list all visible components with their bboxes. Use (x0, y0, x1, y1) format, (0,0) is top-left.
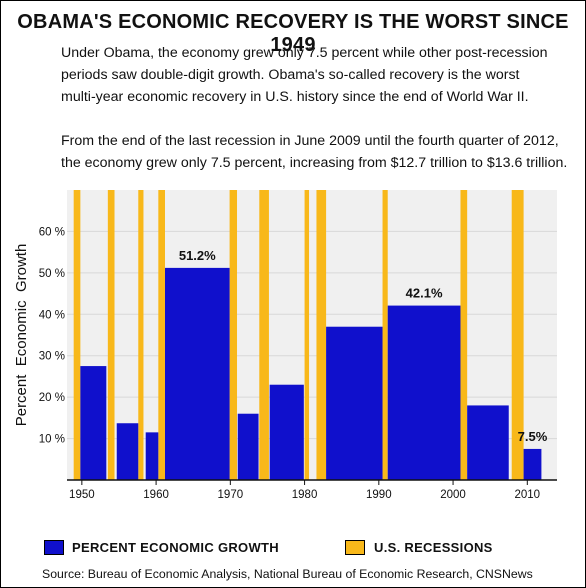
growth-bar (269, 384, 304, 480)
x-tick-label: 2000 (440, 489, 466, 501)
bar-value-label: 51.2% (179, 248, 216, 263)
growth-bar (116, 423, 139, 480)
legend-swatch-recession (345, 540, 365, 555)
x-tick-label: 1960 (143, 489, 169, 501)
growth-bar (80, 366, 107, 480)
bar-value-label: 42.1% (406, 286, 443, 301)
recession-band (304, 190, 310, 480)
source-note: Source: Bureau of Economic Analysis, Nat… (42, 567, 533, 581)
growth-bar (165, 267, 230, 480)
intro-line: multi-year economic recovery in U.S. his… (61, 89, 529, 105)
growth-bar (237, 413, 259, 480)
growth-bar (145, 432, 159, 480)
recession-band (229, 190, 238, 480)
detail-line: From the end of the last recession in Ju… (61, 133, 559, 149)
growth-bar (387, 305, 461, 480)
intro-line: Under Obama, the economy grew only 7.5 p… (61, 45, 548, 61)
recession-band (73, 190, 81, 480)
y-tick-label: 50 % (39, 268, 65, 280)
legend-label-growth: PERCENT ECONOMIC GROWTH (72, 540, 279, 555)
y-tick-label: 20 % (39, 392, 65, 404)
x-tick-label: 1950 (69, 489, 95, 501)
recession-band (259, 190, 269, 480)
chart-title: OBAMA'S ECONOMIC RECOVERY IS THE WORST S… (17, 11, 569, 56)
y-tick-label: 30 % (39, 351, 65, 363)
y-tick-label: 40 % (39, 309, 65, 321)
x-tick-label: 1990 (366, 489, 392, 501)
detail-paragraph: From the end of the last recession in Ju… (61, 130, 576, 174)
intro-paragraph: Under Obama, the economy grew only 7.5 p… (61, 42, 576, 108)
recession-band (316, 190, 327, 480)
legend-swatch-growth (44, 540, 64, 555)
growth-chart: 10 % 20 % 30 % 40 % 50 % 60 % 51.2% 42.1% 7.5% 19… (13, 190, 557, 501)
growth-bar (326, 326, 383, 480)
recession-band (460, 190, 468, 480)
recession-band (158, 190, 165, 480)
x-tick-label: 2010 (515, 489, 541, 501)
intro-line: periods saw double-digit growth. Obama's… (61, 67, 520, 83)
detail-line: the economy grew only 7.5 percent, incre… (61, 155, 568, 171)
recession-band (107, 190, 115, 480)
recession-band (382, 190, 388, 480)
x-tick-label: 1980 (292, 489, 318, 501)
x-tick-label: 1970 (218, 489, 244, 501)
y-tick-label: 10 % (39, 434, 65, 446)
y-tick-label: 60 % (39, 226, 65, 238)
growth-bar (523, 448, 542, 480)
growth-bar (467, 405, 509, 480)
recession-band (511, 190, 524, 480)
legend-label-recession: U.S. RECESSIONS (374, 540, 493, 555)
y-axis-label: Percent Economic Growth (13, 244, 30, 427)
recession-band (138, 190, 144, 480)
bar-value-label: 7.5% (518, 429, 548, 444)
